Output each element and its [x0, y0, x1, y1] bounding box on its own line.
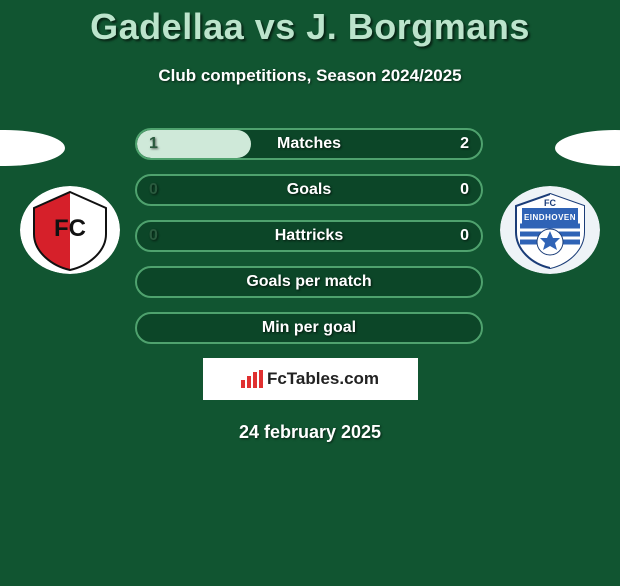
svg-text:EINDHOVEN: EINDHOVEN — [524, 213, 576, 222]
stat-label: Matches — [277, 135, 341, 153]
stat-value-left: 0 — [149, 227, 158, 245]
player-photo-placeholder-left — [0, 130, 65, 166]
stat-label: Goals per match — [246, 273, 371, 291]
stat-label: Goals — [287, 181, 331, 199]
svg-text:FC: FC — [54, 215, 86, 242]
stat-bar: 0 0 Goals — [135, 174, 483, 206]
stat-bar: 0 0 Hattricks — [135, 220, 483, 252]
club-crest-left: FC — [20, 186, 120, 274]
club-crest-right: EINDHOVEN FC — [500, 186, 600, 274]
page-subtitle: Club competitions, Season 2024/2025 — [0, 66, 620, 86]
stat-label: Hattricks — [275, 227, 343, 245]
stat-bar: Goals per match — [135, 266, 483, 298]
stat-value-left: 1 — [149, 135, 158, 153]
stat-bar: Min per goal — [135, 312, 483, 344]
watermark: FcTables.com — [203, 358, 418, 400]
player-photo-placeholder-right — [555, 130, 620, 166]
date-label: 24 february 2025 — [0, 422, 620, 443]
stat-value-right: 2 — [460, 135, 469, 153]
watermark-text: FcTables.com — [267, 369, 379, 389]
stat-value-right: 0 — [460, 227, 469, 245]
svg-text:FC: FC — [544, 198, 556, 208]
stat-value-left: 0 — [149, 181, 158, 199]
stats-bars: 1 2 Matches 0 0 Goals 0 0 Hattricks Goals per mat… — [135, 128, 485, 344]
stat-label: Min per goal — [262, 319, 356, 337]
stat-bar: 1 2 Matches — [135, 128, 483, 160]
stat-value-right: 0 — [460, 181, 469, 199]
chart-icon — [241, 370, 263, 388]
page-title: Gadellaa vs J. Borgmans — [0, 6, 620, 48]
comparison-panel: FC EINDHOVEN FC 1 2 Matches 0 0 Goals 0 0 Hattri… — [0, 128, 620, 443]
